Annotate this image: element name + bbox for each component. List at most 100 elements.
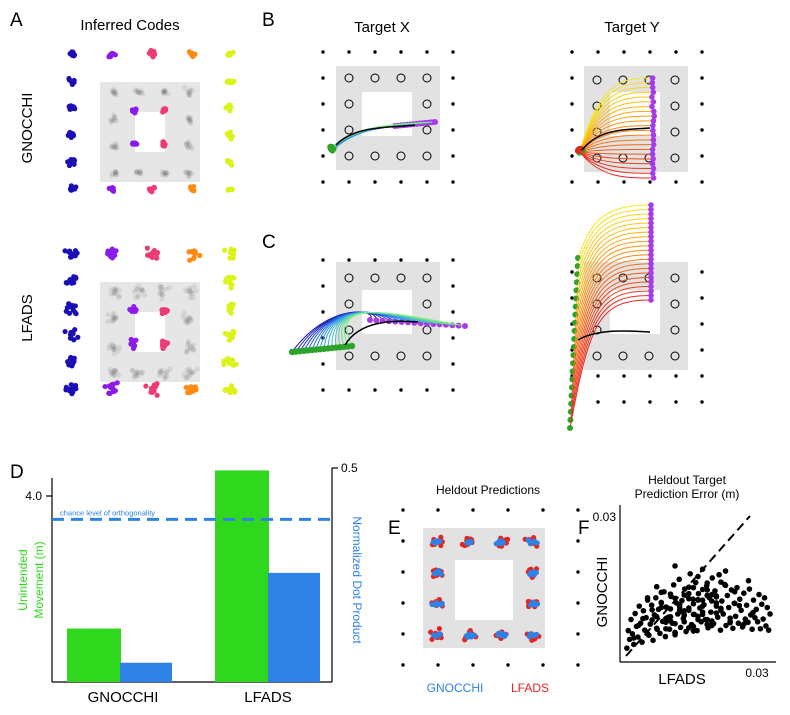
b-x-startpoint [328, 144, 336, 152]
a-grey-point [161, 170, 167, 176]
a-grey-point [190, 291, 196, 297]
c-y-trajectory [569, 294, 651, 420]
a-grey-point [159, 288, 165, 294]
f-point [727, 619, 733, 626]
a-code-point [223, 386, 229, 393]
a-grey-point [138, 90, 144, 96]
f-point [686, 584, 692, 590]
a-grey-point [162, 88, 168, 95]
panel-f-scatter: 0.03 0.03 GNOCCHI LFADS [593, 505, 776, 688]
a-grey-point [110, 369, 116, 376]
a-grey-point [157, 369, 163, 375]
b-dot-grid-x [321, 50, 325, 54]
a-grey-point [187, 89, 193, 95]
a-code-point [72, 253, 78, 259]
a-grey-point [111, 367, 117, 373]
a-grey-point [137, 170, 143, 176]
f-y-tick-label: 0.03 [593, 510, 617, 524]
e-dot-grid [576, 632, 580, 636]
a-code-point [154, 255, 160, 261]
e-gnocchi-point [532, 601, 538, 607]
a-grey-point [189, 145, 195, 152]
a-grey-point [111, 315, 117, 322]
b-dot-grid-x [451, 76, 455, 80]
a-grey-point [188, 143, 194, 149]
a-code-point [73, 386, 79, 392]
a-grey-point [188, 171, 195, 177]
e-gnocchi-point [439, 600, 445, 607]
f-point [635, 622, 642, 629]
b-y-endpoint [650, 127, 656, 134]
a-grey-point [185, 92, 192, 98]
c-dot-grid-y [570, 270, 574, 274]
f-point [667, 618, 674, 624]
e-dot-grid [506, 508, 510, 512]
a-code-point [66, 310, 73, 316]
a-grey-point [187, 317, 193, 323]
a-code-point [129, 338, 135, 344]
a-code-point [106, 383, 112, 389]
a-code-point [72, 327, 78, 333]
a-grey-point [109, 341, 115, 347]
a-grey-point [185, 315, 191, 321]
c-dot-grid-y [700, 270, 704, 274]
a-grey-point [112, 117, 118, 123]
c-y-endpoint [648, 229, 654, 235]
a-code-point [67, 129, 73, 136]
c-y-endpoint [648, 292, 654, 299]
a-grey-point [111, 290, 117, 296]
a-grey-point [111, 290, 117, 296]
b-dot-grid-y [700, 50, 704, 54]
f-point [653, 613, 660, 620]
target-circle [592, 351, 602, 361]
c-y-trajectory [571, 276, 651, 388]
f-point [725, 604, 732, 611]
f-point [630, 641, 637, 648]
c-dot-grid-y [700, 322, 704, 326]
panel-letter-b: B [262, 10, 275, 31]
f-point [695, 596, 701, 603]
f-point [754, 619, 761, 625]
c-dot-grid-x [321, 284, 325, 288]
c-dot-grid-x [347, 388, 351, 392]
b-y-endpoint [649, 103, 655, 110]
b-y-endpoint [649, 151, 656, 157]
f-point [662, 633, 669, 640]
a-grey-point [108, 371, 115, 377]
c-y-endpoint [648, 211, 654, 217]
b-dot-grid-x [347, 180, 351, 184]
panel-b-trajectories [321, 50, 704, 184]
a-grey-point [183, 349, 190, 355]
a-code-point [112, 252, 118, 259]
b-y-endpoint [649, 170, 656, 177]
f-point [686, 605, 692, 611]
c-y-trajectory [574, 245, 651, 331]
e-gnocchi-point [532, 539, 538, 545]
f-title-line1: Heldout Target [648, 473, 726, 487]
f-xlabel: LFADS [658, 671, 706, 688]
a-grey-point [134, 286, 140, 292]
f-point [758, 601, 765, 608]
a-grey-point [186, 139, 192, 145]
f-point [690, 601, 697, 607]
panel-letter-e: E [388, 518, 401, 539]
e-dot-grid [576, 601, 580, 605]
b-dot-grid-y [700, 128, 704, 132]
f-point [699, 597, 706, 603]
c-y-startpoint [567, 425, 573, 431]
f-point [750, 609, 756, 616]
a-grey-point [112, 168, 119, 175]
b-y-mean-trajectory [581, 127, 651, 151]
c-dot-grid-y [700, 374, 704, 378]
a-code-point [72, 248, 79, 254]
f-point [663, 604, 669, 610]
a-grey-point [183, 141, 189, 148]
a-grey-point [159, 296, 165, 302]
target-circle [370, 151, 380, 161]
a-grey-point [185, 338, 192, 344]
a-grey-point [184, 375, 190, 381]
target-circle [396, 73, 406, 83]
a-grey-point [136, 291, 142, 298]
target-circle [422, 273, 432, 283]
b-y-trajectory [579, 115, 653, 153]
